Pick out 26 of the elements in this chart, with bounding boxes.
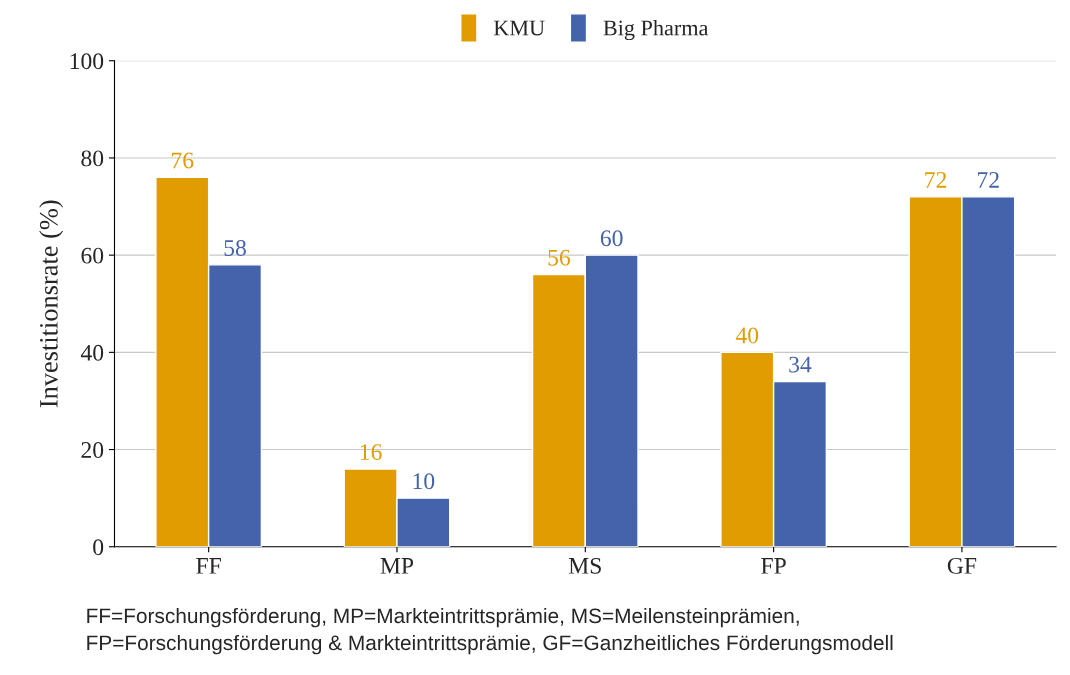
data-label: 72 [925,172,947,188]
y-tick-label: 80 [81,150,104,167]
data-label: 34 [789,356,812,373]
y-axis-title: Investitionsrate (%) [39,200,64,408]
data-label: 58 [224,239,246,256]
data-label: 76 [172,152,194,169]
y-tick-label: 60 [81,247,104,264]
text: FP=Forschungsförderung & Markteintrittsprämie, GF=Ganzheitliches Förderungsmodell [87,634,893,655]
legend-label: KMU [493,20,545,36]
data-label: 72 [978,172,999,188]
data-label: 60 [600,230,623,247]
y-tick-label: 100 [70,53,104,70]
x-tick-label: MS [568,557,601,574]
y-tick-label: 20 [81,442,104,458]
x-tick-label: MP [380,558,414,574]
x-tick-label: FP [761,558,786,574]
y-tick-label: 0 [93,539,104,556]
legend-label: Big Pharma [603,19,709,41]
data-label: 10 [413,473,435,490]
data-label: 56 [548,249,571,266]
text: FF=Forschungsförderung, MP=Markteintrittsprämie, MS=Meilensteinprämien, [87,607,799,628]
x-tick-label: GF [947,557,977,574]
data-label: 16 [360,444,382,461]
x-tick-label: FF [196,558,221,574]
data-label: 40 [735,327,759,344]
y-tick-label: 40 [80,344,104,361]
